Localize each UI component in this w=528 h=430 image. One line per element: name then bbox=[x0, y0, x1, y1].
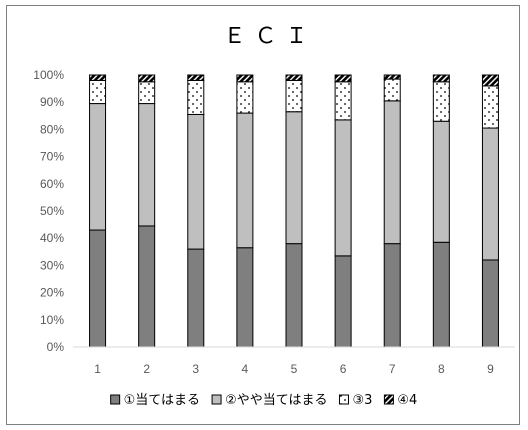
legend-swatch bbox=[110, 394, 121, 405]
bar-segment bbox=[432, 74, 450, 83]
bar-segment bbox=[138, 74, 156, 83]
bar-segment bbox=[285, 79, 303, 113]
bar-segment bbox=[89, 103, 107, 231]
legend-item: ②やや当てはまる bbox=[211, 393, 327, 408]
bar-segment bbox=[481, 85, 499, 129]
x-tick-label: 1 bbox=[94, 362, 101, 376]
y-tick-label: 20% bbox=[40, 286, 64, 300]
bar-segment bbox=[236, 247, 254, 348]
bar-segment bbox=[383, 243, 401, 348]
chart-legend: ①当てはまる ②やや当てはまる ③3 ④4 bbox=[110, 393, 417, 408]
legend-item: ①当てはまる bbox=[110, 393, 200, 408]
bar-segment bbox=[138, 225, 156, 348]
y-tick-label: 100% bbox=[33, 68, 64, 82]
x-tick-label: 7 bbox=[389, 362, 396, 376]
legend-label: ③3 bbox=[352, 393, 372, 408]
bar-segment bbox=[187, 74, 205, 81]
bar-segment bbox=[187, 79, 205, 115]
bar-segment bbox=[481, 259, 499, 348]
bar-segment bbox=[138, 103, 156, 227]
bar-segment bbox=[432, 241, 450, 348]
x-tick-label: 6 bbox=[340, 362, 347, 376]
y-axis-tick-labels: 0% 10% 20% 30% 40% 50% 60% 70% 80% 90% 100% bbox=[33, 68, 64, 354]
bar-segment bbox=[89, 229, 107, 348]
bar-segment bbox=[285, 111, 303, 245]
bar-segment bbox=[432, 81, 450, 122]
legend-swatch bbox=[211, 394, 222, 405]
bar-segment bbox=[481, 74, 499, 87]
y-tick-label: 90% bbox=[40, 95, 64, 109]
x-tick-label: 5 bbox=[291, 362, 298, 376]
bar-segment bbox=[89, 79, 107, 105]
y-tick-label: 50% bbox=[40, 204, 64, 218]
legend-item: ③3 bbox=[338, 393, 372, 408]
bar-segment bbox=[89, 74, 107, 81]
x-tick-label: 3 bbox=[192, 362, 199, 376]
bar-segment bbox=[334, 119, 352, 257]
bar-segment bbox=[285, 243, 303, 348]
x-axis-tick-labels: 1 2 3 4 5 6 7 8 9 bbox=[94, 362, 494, 376]
bar-segment bbox=[383, 100, 401, 245]
x-tick-label: 2 bbox=[143, 362, 150, 376]
y-tick-label: 10% bbox=[40, 313, 64, 327]
legend-label: ④4 bbox=[397, 393, 417, 408]
stacked-bar-chart: ＥＣＩ 0% 10% 20% 30% 40% 50% 60% 70% 80% 90% 100% 1 2… bbox=[33, 24, 515, 408]
x-tick-label: 8 bbox=[438, 362, 445, 376]
x-tick-label: 9 bbox=[487, 362, 494, 376]
bar-segment bbox=[334, 255, 352, 348]
bar-segment bbox=[236, 81, 254, 114]
bar-segment bbox=[432, 120, 450, 243]
chart-area: ＥＣＩ 0% 10% 20% 30% 40% 50% 60% 70% 80% 90% 100% 1 2… bbox=[6, 5, 520, 425]
bar-segment bbox=[236, 112, 254, 249]
y-tick-label: 0% bbox=[47, 340, 65, 354]
bar-segment bbox=[334, 74, 352, 83]
y-tick-label: 70% bbox=[40, 150, 64, 164]
bar-segment bbox=[383, 78, 401, 102]
bar-segment bbox=[187, 248, 205, 348]
bar-segment bbox=[334, 81, 352, 121]
legend-swatch bbox=[383, 394, 394, 405]
legend-label: ②やや当てはまる bbox=[225, 393, 327, 408]
x-tick-label: 4 bbox=[242, 362, 249, 376]
legend-label: ①当てはまる bbox=[124, 393, 200, 408]
chart-title: ＥＣＩ bbox=[223, 24, 316, 49]
y-tick-label: 60% bbox=[40, 177, 64, 191]
y-tick-label: 80% bbox=[40, 122, 64, 136]
bar-segment bbox=[236, 74, 254, 83]
legend-item: ④4 bbox=[383, 393, 417, 408]
y-tick-label: 40% bbox=[40, 231, 64, 245]
bar-segment bbox=[187, 113, 205, 250]
legend-swatch bbox=[338, 394, 349, 405]
bar-segment bbox=[383, 74, 401, 80]
bar-segment bbox=[481, 127, 499, 261]
bar-segment bbox=[285, 74, 303, 81]
bar-series-group bbox=[89, 74, 499, 348]
y-tick-label: 30% bbox=[40, 258, 64, 272]
bar-segment bbox=[138, 81, 156, 105]
